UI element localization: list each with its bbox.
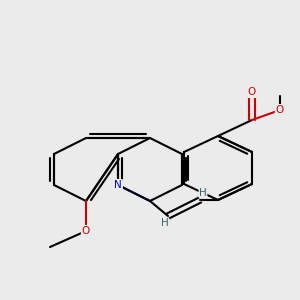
Text: O: O (248, 87, 256, 97)
Text: N: N (114, 180, 122, 190)
Text: H: H (161, 218, 169, 229)
Text: H: H (199, 188, 207, 197)
Text: O: O (276, 105, 284, 115)
Text: O: O (82, 226, 90, 236)
